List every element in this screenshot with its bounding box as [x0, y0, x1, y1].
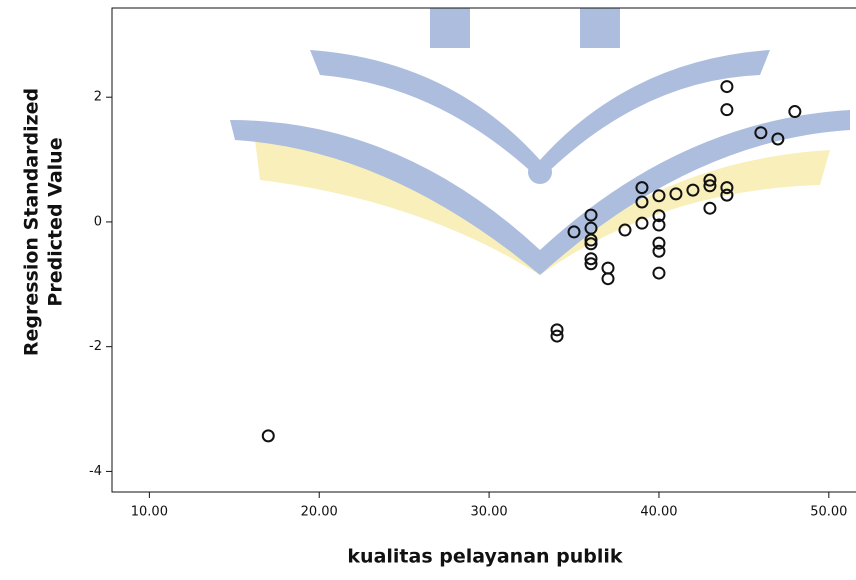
watermark [230, 8, 850, 275]
point [584, 257, 598, 271]
y-tick-label: -4 [89, 464, 102, 479]
x-tick-label: 10.00 [131, 505, 168, 520]
point [584, 208, 598, 222]
y-axis-title: Regression Standardized [21, 88, 43, 356]
x-tick-label: 30.00 [470, 505, 507, 520]
point [584, 252, 598, 266]
point [261, 429, 275, 443]
x-tick-label: 20.00 [301, 505, 338, 520]
point [771, 132, 785, 146]
point [652, 209, 666, 223]
x-tick-label: 40.00 [640, 505, 677, 520]
point [550, 323, 564, 337]
point [618, 223, 632, 237]
point [720, 103, 734, 117]
point [584, 237, 598, 251]
plot-frame [111, 7, 856, 493]
point [550, 329, 564, 343]
point [567, 225, 581, 239]
point [720, 188, 734, 202]
point [652, 244, 666, 258]
point [788, 105, 802, 119]
point [703, 201, 717, 215]
point [652, 189, 666, 203]
point [635, 181, 649, 195]
point [601, 261, 615, 275]
point [584, 233, 598, 247]
point [635, 216, 649, 230]
point [652, 266, 666, 280]
y-axis-title: Predicted Value [45, 137, 67, 306]
y-tick-label: 0 [94, 214, 102, 229]
x-tick-label: 50.00 [810, 505, 847, 520]
point [720, 181, 734, 195]
y-tick-label: 2 [94, 90, 102, 105]
point [754, 126, 768, 140]
point [652, 236, 666, 250]
point [652, 218, 666, 232]
y-tick-label: -2 [89, 339, 102, 354]
point [601, 272, 615, 286]
point [669, 187, 683, 201]
point [635, 195, 649, 209]
point [720, 80, 734, 94]
point [703, 173, 717, 187]
point [686, 183, 700, 197]
x-axis-title: kualitas pelayanan publik [347, 546, 623, 568]
point [703, 179, 717, 193]
